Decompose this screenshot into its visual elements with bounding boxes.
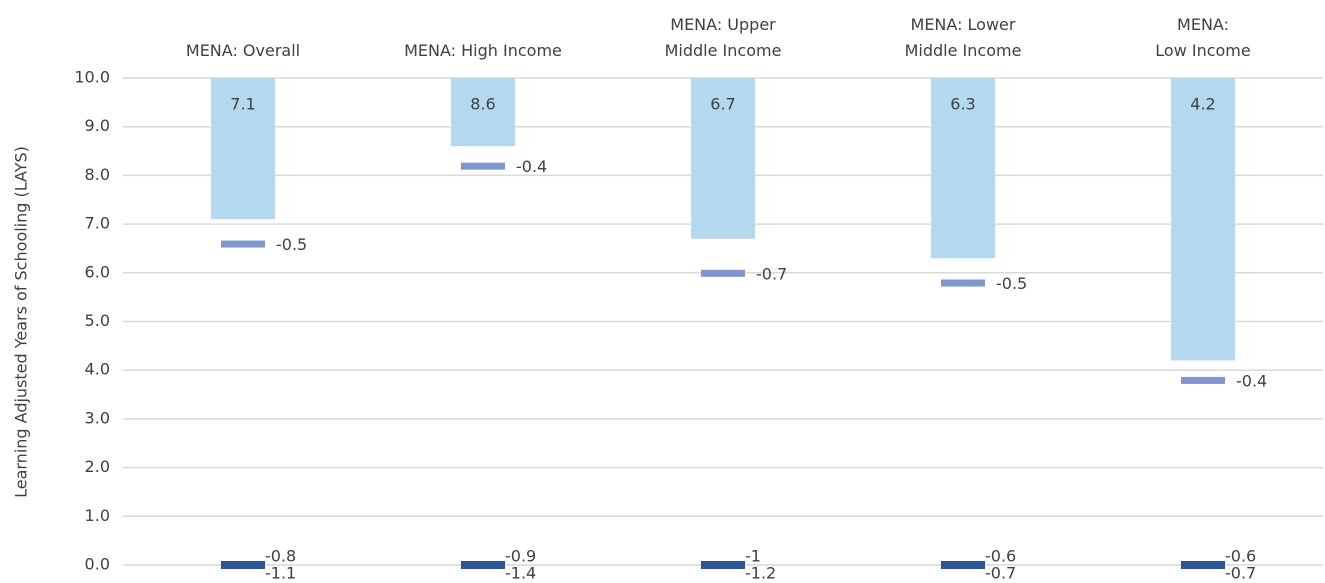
bottom-label: -1.1 xyxy=(265,564,296,583)
change-marker xyxy=(221,240,265,248)
y-axis-title: Learning Adjusted Years of Schooling (LA… xyxy=(12,146,31,498)
bar xyxy=(211,78,275,220)
bottom-label: -0.9 xyxy=(505,547,536,566)
change-marker xyxy=(461,162,505,170)
bottom-label: -1 xyxy=(745,547,761,566)
value-label: 7.1 xyxy=(230,95,255,114)
y-tick-label: 9.0 xyxy=(85,116,110,135)
change-marker xyxy=(1181,376,1225,384)
value-label: 6.7 xyxy=(710,95,735,114)
category-label: MENA: Low Income xyxy=(1155,15,1251,60)
y-tick-label: 2.0 xyxy=(85,457,110,476)
change-marker xyxy=(701,269,745,277)
bar xyxy=(931,78,995,259)
change-label: -0.4 xyxy=(1236,371,1267,390)
bottom-marker xyxy=(1181,561,1225,569)
y-tick-label: 0.0 xyxy=(85,555,110,574)
value-label: 4.2 xyxy=(1190,95,1215,114)
bar xyxy=(451,78,515,147)
y-tick-label: 8.0 xyxy=(85,165,110,184)
bar xyxy=(691,78,755,239)
bottom-label: -1.2 xyxy=(745,564,776,583)
change-label: -0.7 xyxy=(756,264,787,283)
category-label: MENA: High Income xyxy=(404,41,562,60)
bottom-marker xyxy=(461,561,505,569)
bottom-marker xyxy=(221,561,265,569)
value-label: 8.6 xyxy=(470,95,495,114)
bottom-label: -0.7 xyxy=(1225,564,1256,583)
category-label: MENA: Overall xyxy=(185,41,301,60)
bottom-label: -0.6 xyxy=(985,547,1016,566)
bottom-label: -1.4 xyxy=(505,564,536,583)
value-label: 6.3 xyxy=(950,95,975,114)
bottom-marker xyxy=(941,561,985,569)
bottom-label: -0.7 xyxy=(985,564,1016,583)
bar xyxy=(1171,78,1235,361)
change-marker xyxy=(941,279,985,287)
y-tick-label: 1.0 xyxy=(85,506,110,525)
change-label: -0.4 xyxy=(516,157,547,176)
change-label: -0.5 xyxy=(996,274,1027,293)
y-tick-label: 10.0 xyxy=(74,68,110,87)
y-tick-label: 3.0 xyxy=(85,408,110,427)
bottom-label: -0.8 xyxy=(265,547,296,566)
category-label: MENA: Upper Middle Income xyxy=(664,15,782,60)
y-tick-label: 6.0 xyxy=(85,262,110,281)
change-label: -0.5 xyxy=(276,235,307,254)
y-tick-label: 5.0 xyxy=(85,311,110,330)
bottom-marker xyxy=(701,561,745,569)
y-tick-label: 7.0 xyxy=(85,214,110,233)
y-tick-label: 4.0 xyxy=(85,360,110,379)
bottom-label: -0.6 xyxy=(1225,547,1256,566)
category-label: MENA: Lower Middle Income xyxy=(904,15,1022,60)
